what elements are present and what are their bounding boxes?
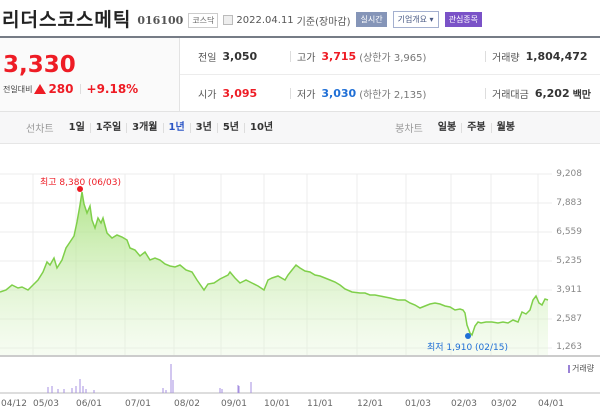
line-chart-tabs: 선차트 1일 1주일 3개월 1년 3년 5년 10년 — [26, 120, 278, 135]
x-tick: 06/01 — [76, 399, 102, 409]
x-tick: 04/12 — [1, 399, 27, 409]
candle-chart-tabs: 봉차트 일봉 주봉 월봉 — [395, 120, 520, 135]
price-change: 전일대비 280 +9.18% — [3, 82, 179, 96]
trade-amount: 거래대금 6,202 백만 — [485, 86, 591, 101]
high-price: 고가 3,715 (상한가 3,965) — [290, 49, 485, 64]
x-tick: 07/01 — [125, 399, 151, 409]
y-tick: 5,235 — [556, 256, 582, 266]
market-badge: 코스닥 — [188, 12, 219, 28]
change-amount: 280 — [48, 82, 74, 96]
tab-5y[interactable]: 5년 — [218, 122, 246, 133]
up-triangle-icon — [34, 84, 47, 94]
x-tick: 09/01 — [221, 399, 247, 409]
stock-code: 016100 — [137, 13, 184, 27]
y-tick: 1,263 — [556, 342, 582, 352]
quote-date: 2022.04.11 — [236, 14, 294, 26]
divider — [290, 50, 291, 62]
tab-monthly[interactable]: 월봉 — [496, 121, 515, 133]
line-chart-label: 선차트 — [26, 124, 54, 135]
lower-limit: (하한가 2,135) — [359, 89, 427, 101]
calendar-icon — [223, 15, 234, 25]
watchlist-button[interactable]: 관심종목 — [444, 12, 483, 27]
tab-1w[interactable]: 1주일 — [91, 122, 128, 133]
legend-label: 거래량 — [572, 364, 595, 373]
y-tick: 3,911 — [556, 285, 582, 295]
volume-value: 1,804,472 — [525, 49, 588, 63]
volume-bars — [47, 364, 252, 393]
change-label: 전일대비 — [3, 84, 33, 94]
high-label: 고가 — [297, 52, 316, 64]
open-label: 시가 — [198, 89, 217, 101]
tab-3m[interactable]: 3개월 — [127, 122, 164, 133]
y-tick: 7,883 — [556, 198, 582, 208]
low-annotation: 최저 1,910 (02/15) — [427, 343, 509, 353]
legend-swatch — [568, 364, 570, 373]
tab-3y[interactable]: 3년 — [191, 122, 218, 133]
open-value: 3,095 — [222, 86, 258, 100]
divider — [79, 84, 81, 94]
x-tick: 12/01 — [357, 399, 383, 409]
low-value: 3,030 — [321, 86, 357, 100]
price-chart[interactable] — [0, 148, 600, 416]
tab-daily[interactable]: 일봉 — [433, 122, 463, 133]
change-percent: +9.18% — [86, 82, 139, 96]
price-area — [0, 192, 548, 355]
quote-row-2: 시가 3,095 저가 3,030 (하한가 2,135) 거래대금 6,202… — [180, 75, 600, 111]
volume-label: 거래량 — [492, 52, 520, 64]
tab-weekly[interactable]: 주봉 — [462, 122, 492, 133]
quote-details: 전일 3,050 고가 3,715 (상한가 3,965) 거래량 1,804,… — [180, 38, 600, 111]
amount-unit: 백만 — [572, 89, 592, 101]
low-label: 저가 — [297, 89, 316, 101]
amount-value: 6,202 — [534, 86, 570, 100]
x-tick: 01/03 — [405, 399, 431, 409]
x-tick: 05/03 — [33, 399, 59, 409]
low-marker — [465, 333, 471, 339]
quote-panel: 3,330 전일대비 280 +9.18% 전일 3,050 고가 3,715 … — [0, 38, 600, 112]
realtime-button[interactable]: 실시간 — [356, 12, 387, 27]
high-value: 3,715 — [321, 49, 357, 63]
stock-header: 리더스코스메틱 016100 코스닥 2022.04.11 기준(장마감) 실시… — [0, 0, 600, 38]
current-price: 3,330 — [3, 52, 76, 78]
y-tick: 6,559 — [556, 227, 582, 237]
open-price: 시가 3,095 — [180, 86, 290, 101]
divider — [485, 87, 486, 99]
quote-row-1: 전일 3,050 고가 3,715 (상한가 3,965) 거래량 1,804,… — [180, 38, 600, 75]
stock-title: 리더스코스메틱 — [2, 8, 132, 31]
volume: 거래량 1,804,472 — [485, 49, 588, 64]
divider — [290, 87, 291, 99]
y-tick: 2,587 — [556, 314, 582, 324]
y-tick: 9,208 — [556, 169, 582, 179]
price-line — [0, 191, 549, 337]
high-annotation: 최고 8,380 (06/03) — [40, 178, 122, 188]
x-tick: 10/01 — [264, 399, 290, 409]
tab-1y[interactable]: 1년 — [164, 122, 191, 133]
candle-chart-label: 봉차트 — [395, 124, 423, 135]
low-price: 저가 3,030 (하한가 2,135) — [290, 86, 485, 101]
volume-legend: 거래량 — [568, 363, 594, 374]
upper-limit: (상한가 3,965) — [359, 52, 427, 64]
tab-10y[interactable]: 10년 — [250, 121, 274, 133]
x-tick: 08/02 — [174, 399, 200, 409]
prev-close: 전일 3,050 — [180, 49, 290, 64]
high-marker — [77, 186, 83, 192]
x-tick: 02/03 — [451, 399, 477, 409]
price-block: 3,330 전일대비 280 +9.18% — [0, 38, 180, 111]
company-info-dropdown[interactable]: 기업개요 ▾ — [392, 11, 439, 28]
x-tick: 11/01 — [307, 399, 333, 409]
prev-close-value: 3,050 — [222, 49, 258, 63]
prev-close-label: 전일 — [198, 52, 217, 64]
tab-1d[interactable]: 1일 — [64, 122, 91, 133]
divider — [485, 50, 486, 62]
chart-period-tabs: 선차트 1일 1주일 3개월 1년 3년 5년 10년 봉차트 일봉 주봉 월봉 — [0, 112, 600, 144]
amount-label: 거래대금 — [492, 89, 529, 101]
x-tick: 03/02 — [491, 399, 517, 409]
quote-date-note: 기준(장마감) — [296, 16, 351, 28]
x-tick: 04/01 — [538, 399, 564, 409]
